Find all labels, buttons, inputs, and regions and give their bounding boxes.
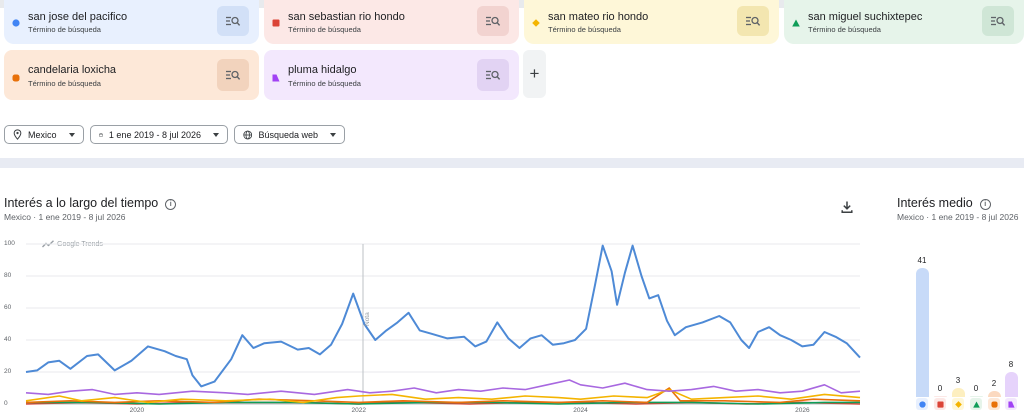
term-search-button[interactable] [737,6,769,36]
series-circle-icon [12,14,20,27]
term-search-button[interactable] [217,59,249,91]
series-triangle-icon [792,14,800,27]
chart-series [25,244,861,405]
average-bar[interactable] [951,387,965,397]
over-time-title: Interés a lo largo del tiempo [4,196,159,210]
location-filter-label: Mexico [28,129,57,140]
series-square-icon [272,14,280,27]
series-line-candelaria-loxicha [25,387,861,404]
term-type: Término de búsqueda [548,25,621,34]
location-filter[interactable]: Mexico [4,125,84,144]
term-name: san jose del pacifico [28,11,128,23]
search-list-icon [485,69,501,81]
series-rounded-square-icon [12,69,20,82]
series-line-pluma-hidalgo [25,379,861,396]
term-type: Término de búsqueda [28,25,101,34]
average-value-label: 41 [917,256,927,265]
term-type: Término de búsqueda [28,79,101,88]
average-bar[interactable] [1004,371,1018,397]
series-line-san-mateo-rio-hondo [25,388,861,404]
average-bar[interactable] [915,268,929,397]
chevron-down-icon [68,132,75,137]
download-icon [841,201,853,213]
search-list-icon [745,15,761,27]
term-type: Término de búsqueda [288,25,361,34]
y-tick-label: 0 [4,400,8,407]
term-search-button[interactable] [477,59,509,91]
series-square-icon [934,398,946,410]
download-button[interactable] [840,200,854,219]
term-card[interactable]: san miguel suchixtepec Término de búsqued… [784,0,1024,44]
x-tick-label: 2024 [573,407,588,414]
term-name: pluma hidalgo [288,64,357,76]
term-search-button[interactable] [982,6,1014,36]
y-tick-label: 60 [4,304,12,311]
search-type-filter[interactable]: Búsqueda web [234,125,345,144]
search-type-filter-label: Búsqueda web [258,129,318,140]
term-type: Término de búsqueda [288,79,361,88]
info-icon[interactable]: i [165,199,177,210]
series-circle-icon [916,398,928,410]
term-card[interactable]: san sebastian rio hondo Término de búsque… [264,0,519,44]
y-tick-label: 100 [4,240,15,247]
date-filter[interactable]: 1 ene 2019 - 8 jul 2026 [90,125,228,144]
search-list-icon [225,69,241,81]
x-tick-label: 2026 [795,407,810,414]
term-card[interactable]: san jose del pacifico Término de búsqueda [4,0,259,44]
average-value-label: 3 [955,375,961,385]
search-list-icon [485,15,501,27]
search-list-icon [990,15,1006,27]
x-tick-label: 2020 [129,407,145,414]
note-marker-label[interactable]: Nota [364,312,371,326]
term-type: Término de búsqueda [808,25,881,34]
term-name: san mateo rio hondo [548,11,649,23]
average-value-label: 2 [991,378,997,388]
y-tick-label: 20 [4,368,12,375]
x-tick-label: 2022 [351,407,366,414]
calendar-icon [99,132,103,137]
term-card[interactable]: candelaria loxicha Término de búsqueda [4,50,259,100]
term-card[interactable]: san mateo rio hondo Término de búsqueda [524,0,779,44]
series-diamond-icon [952,398,964,410]
series-triangle-icon [970,398,982,410]
series-line-san-jose-del-pacifico [25,244,861,388]
chart-grid [26,243,860,405]
average-value-label: 0 [937,384,943,393]
average-bar[interactable] [987,390,1001,397]
average-bar[interactable] [969,396,983,397]
average-value-label: 0 [973,384,979,393]
info-icon[interactable]: i [979,199,991,210]
series-tab-icon [272,69,280,82]
globe-icon [243,130,253,139]
add-term-button[interactable]: + [523,50,546,98]
term-name: candelaria loxicha [28,64,117,76]
avg-title-row: Interés medio i [897,196,991,210]
term-card[interactable]: pluma hidalgo Término de búsqueda [264,50,519,100]
term-search-button[interactable] [477,6,509,36]
over-time-title-row: Interés a lo largo del tiempo i [4,196,177,210]
date-filter-label: 1 ene 2019 - 8 jul 2026 [108,129,201,140]
term-name: san sebastian rio hondo [288,11,405,23]
series-rounded-square-icon [988,398,1000,410]
average-value-label: 8 [1008,359,1014,369]
location-pin-icon [13,129,22,140]
term-search-button[interactable] [217,6,249,36]
chevron-down-icon [330,132,336,137]
section-divider [0,158,1024,168]
series-tab-icon [1005,398,1017,410]
search-list-icon [225,15,241,27]
over-time-subtitle: Mexico · 1 ene 2019 - 8 jul 2026 [4,212,126,222]
series-diamond-icon [532,14,540,27]
chevron-down-icon [213,132,219,137]
avg-subtitle: Mexico · 1 ene 2019 - 8 jul 2026 [897,212,1019,222]
add-icon: + [529,64,540,83]
y-tick-label: 80 [4,272,12,279]
term-name: san miguel suchixtepec [808,11,923,23]
y-tick-label: 40 [4,336,12,343]
average-bar[interactable] [933,396,947,397]
avg-title: Interés medio [897,196,973,210]
